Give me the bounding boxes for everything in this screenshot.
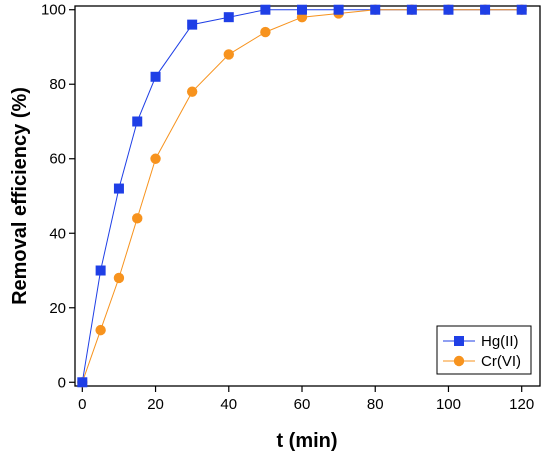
- legend: Hg(II) Cr(VI): [436, 325, 532, 375]
- y-tick-label: 100: [41, 2, 66, 19]
- data-point-cr: [186, 86, 198, 97]
- legend-box: [436, 325, 532, 375]
- data-point-hg: [260, 4, 271, 15]
- x-axis-ticks: 0 20 40 60 80 100 120: [78, 386, 534, 413]
- data-point-hg: [187, 19, 198, 30]
- data-point-hg: [150, 71, 161, 82]
- x-tick-label: 100: [436, 396, 461, 413]
- x-tick-label: 120: [509, 396, 534, 413]
- x-tick-label: 40: [220, 396, 237, 413]
- y-tick-label: 60: [49, 151, 66, 168]
- y-axis-ticks: 0 20 40 60 80 100: [41, 2, 75, 391]
- data-point-hg: [443, 4, 454, 15]
- data-point-hg: [297, 4, 308, 15]
- data-point-hg: [333, 4, 344, 15]
- y-tick-label: 80: [49, 76, 66, 93]
- data-point-hg: [223, 12, 234, 23]
- data-point-cr: [150, 153, 161, 164]
- y-axis-label: Removal efficiency (%): [9, 87, 31, 305]
- data-point-hg: [113, 183, 124, 194]
- plot-frame: [74, 5, 541, 387]
- x-tick-label: 80: [367, 396, 384, 413]
- data-point-hg: [516, 4, 527, 15]
- data-point-hg: [95, 265, 106, 276]
- data-point-hg: [406, 4, 417, 15]
- legend-label-cr: Cr(VI): [481, 353, 521, 370]
- x-tick-label: 0: [78, 396, 86, 413]
- data-point-hg: [370, 4, 381, 15]
- legend-marker-hg: [454, 336, 464, 346]
- data-point-cr: [132, 213, 143, 224]
- x-tick-label: 60: [294, 396, 311, 413]
- series-layer: [77, 4, 527, 388]
- data-point-hg: [77, 377, 88, 388]
- data-point-cr: [113, 272, 125, 284]
- y-tick-label: 20: [49, 300, 66, 317]
- data-point-cr: [260, 26, 271, 38]
- x-tick-label: 20: [147, 396, 164, 413]
- data-point-hg: [480, 4, 491, 15]
- y-tick-label: 0: [58, 374, 66, 391]
- y-tick-label: 40: [49, 225, 66, 242]
- legend-label-hg: Hg(II): [481, 333, 519, 350]
- x-axis-label: t (min): [276, 430, 337, 452]
- data-point-hg: [132, 116, 143, 127]
- legend-marker-cr: [453, 355, 465, 367]
- data-point-cr: [223, 49, 234, 60]
- data-point-cr: [95, 324, 106, 336]
